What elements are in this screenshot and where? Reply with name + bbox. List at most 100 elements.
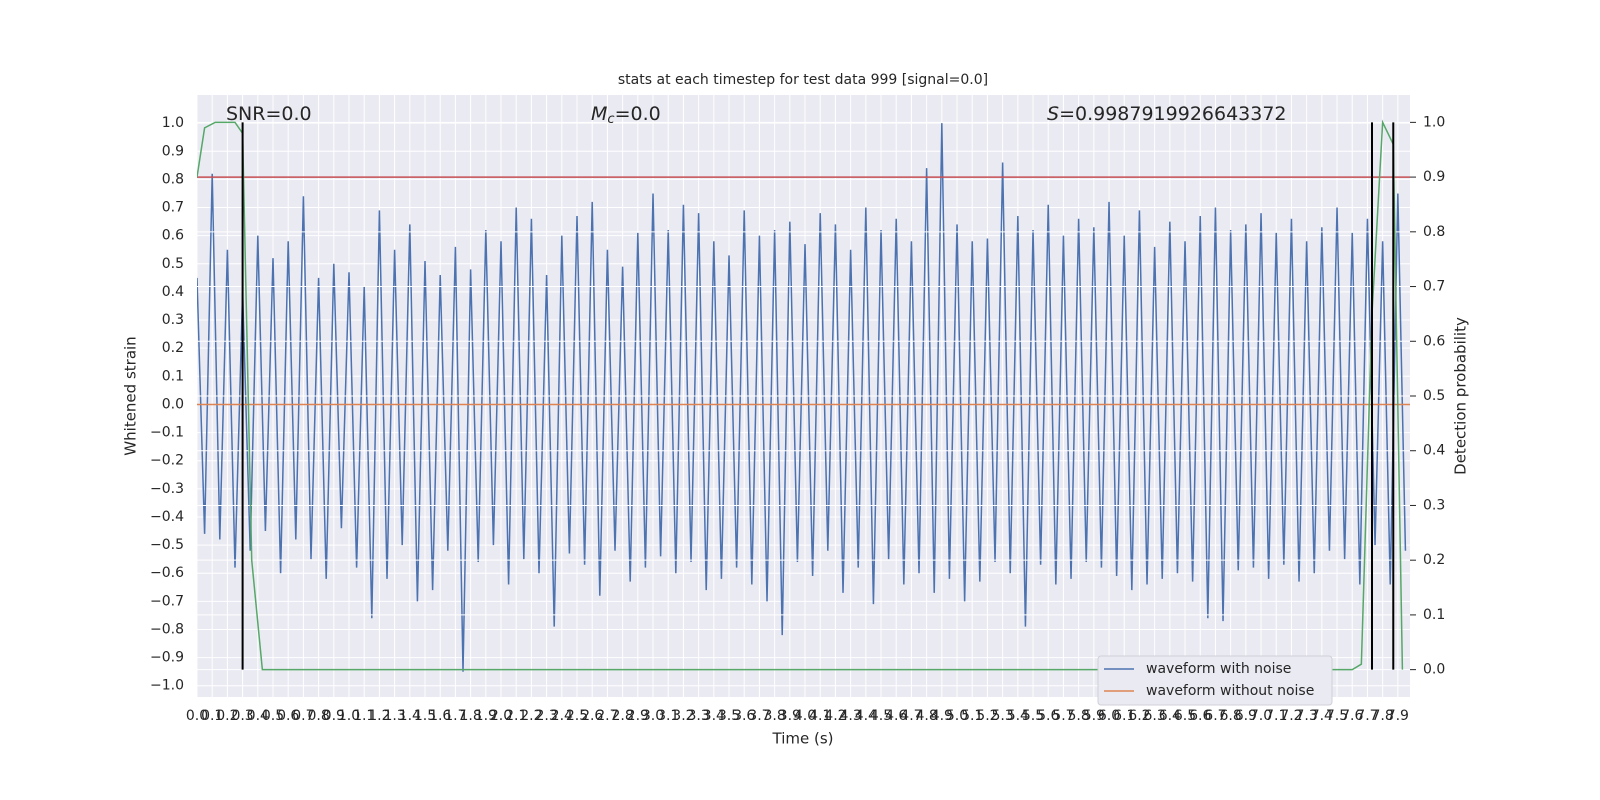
y-tick-label: 0.4	[162, 284, 184, 300]
x-tick-label: 6.7	[1204, 708, 1226, 724]
x-tick-label: 2.0	[490, 708, 512, 724]
y-tick-label: −0.7	[150, 593, 184, 609]
x-tick-label: 6.9	[1235, 708, 1257, 724]
x-tick-label: 4.2	[824, 708, 846, 724]
y2-tick-label: 0.5	[1423, 388, 1445, 404]
x-tick-label: 3.8	[763, 708, 785, 724]
annotation-text: =0.9987919926643372	[1059, 103, 1286, 125]
y2-tick-label: 0.2	[1423, 552, 1445, 568]
x-tick-label: 6.6	[1189, 708, 1211, 724]
x-tick-label: 4.8	[915, 708, 937, 724]
x-tick-label: 3.2	[672, 708, 694, 724]
annotation-symbol: M	[591, 103, 607, 125]
x-tick-label: 3.9	[779, 708, 801, 724]
x-tick-label: 1.4	[399, 708, 421, 724]
legend-label: waveform without noise	[1146, 683, 1314, 699]
x-tick-label: 6.1	[1113, 708, 1135, 724]
x-tick-label: 0.7	[292, 708, 314, 724]
y-tick-label: −0.3	[150, 481, 184, 497]
y2-tick-label: 0.6	[1423, 333, 1445, 349]
y-tick-label: 0.5	[162, 256, 184, 272]
legend-box	[1097, 655, 1333, 706]
y-tick-label: 0.2	[162, 340, 184, 356]
series-line	[197, 119, 1404, 671]
x-tick-label: 0.6	[277, 708, 299, 724]
x-tick-label: 4.0	[794, 708, 816, 724]
x-tick-label: 4.9	[931, 708, 953, 724]
x-tick-label: 6.3	[1143, 708, 1165, 724]
annotation-symbol: S	[1047, 103, 1059, 125]
x-tick-label: 2.7	[596, 708, 618, 724]
y-axis-label: Whitened strain	[122, 336, 140, 455]
x-tick-label: 2.9	[627, 708, 649, 724]
x-tick-label: 5.8	[1067, 708, 1089, 724]
x-tick-label: 4.4	[855, 708, 877, 724]
x-tick-label: 0.4	[247, 708, 269, 724]
y-tick-label: −0.4	[150, 509, 184, 525]
x-tick-label: 1.5	[414, 708, 436, 724]
x-tick-label: 6.4	[1159, 708, 1181, 724]
y-tick-label: 0.7	[162, 200, 184, 216]
x-tick-label: 5.9	[1083, 708, 1105, 724]
x-tick-label: 4.5	[870, 708, 892, 724]
x-tick-label: 6.0	[1098, 708, 1120, 724]
x-tick-label: 5.7	[1052, 708, 1074, 724]
x-tick-label: 7.0	[1250, 708, 1272, 724]
x-tick-label: 2.3	[535, 708, 557, 724]
y-tick-label: −0.9	[150, 650, 184, 666]
x-tick-label: 0.1	[201, 708, 223, 724]
x-tick-label: 7.5	[1326, 708, 1348, 724]
x-tick-label: 1.3	[383, 708, 405, 724]
x-tick-label: 4.1	[809, 708, 831, 724]
y2-tick-label: 1.0	[1423, 114, 1445, 130]
y-tick-label: −0.6	[150, 565, 184, 581]
x-tick-label: 7.1	[1265, 708, 1287, 724]
y-tick-label: 1.0	[162, 115, 184, 131]
x-tick-label: 1.6	[429, 708, 451, 724]
x-tick-label: 0.5	[262, 708, 284, 724]
x-tick-label: 2.4	[551, 708, 573, 724]
x-tick-label: 5.6	[1037, 708, 1059, 724]
x-tick-label: 5.1	[961, 708, 983, 724]
x-tick-label: 5.0	[946, 708, 968, 724]
annotation-text: =0.0	[615, 103, 661, 125]
legend-label: waveform with noise	[1146, 661, 1291, 677]
x-tick-label: 7.9	[1387, 708, 1409, 724]
y-tick-label: 0.0	[162, 396, 184, 412]
x-tick-label: 3.5	[718, 708, 740, 724]
y-tick-label: 0.3	[162, 312, 184, 328]
x-tick-label: 4.6	[885, 708, 907, 724]
x-tick-label: 5.3	[991, 708, 1013, 724]
y-tick-label: 0.9	[162, 143, 184, 159]
x-tick-label: 7.3	[1296, 708, 1318, 724]
x-tick-label: 2.1	[505, 708, 527, 724]
x-tick-label: 7.6	[1341, 708, 1363, 724]
y2-tick-label: 0.4	[1423, 443, 1445, 459]
x-tick-label: 7.2	[1280, 708, 1302, 724]
x-tick-label: 2.2	[520, 708, 542, 724]
x-tick-label: 2.6	[581, 708, 603, 724]
x-tick-label: 3.7	[748, 708, 770, 724]
y-tick-label: 0.8	[162, 171, 184, 187]
y-tick-label: 0.1	[162, 368, 184, 384]
x-tick-label: 7.8	[1372, 708, 1394, 724]
chart-title: stats at each timestep for test data 999…	[618, 72, 988, 88]
y2-tick-label: 0.0	[1423, 662, 1445, 678]
x-tick-label: 1.8	[459, 708, 481, 724]
x-tick-label: 7.7	[1356, 708, 1378, 724]
y2-tick-label: 0.8	[1423, 224, 1445, 240]
x-tick-label: 3.6	[733, 708, 755, 724]
x-tick-label: 0.0	[186, 708, 208, 724]
x-tick-label: 1.2	[368, 708, 390, 724]
series-line	[197, 123, 1407, 672]
y2-tick-label: 0.9	[1423, 169, 1445, 185]
x-tick-label: 3.4	[703, 708, 725, 724]
x-tick-label: 7.4	[1311, 708, 1333, 724]
y-tick-label: −0.8	[150, 621, 184, 637]
x-tick-label: 0.2	[216, 708, 238, 724]
annotation-subscript: c	[607, 112, 614, 127]
x-tick-label: 0.8	[307, 708, 329, 724]
x-tick-label: 1.7	[444, 708, 466, 724]
annotation-text: SNR=0.0	[226, 103, 312, 125]
x-tick-label: 0.3	[231, 708, 253, 724]
